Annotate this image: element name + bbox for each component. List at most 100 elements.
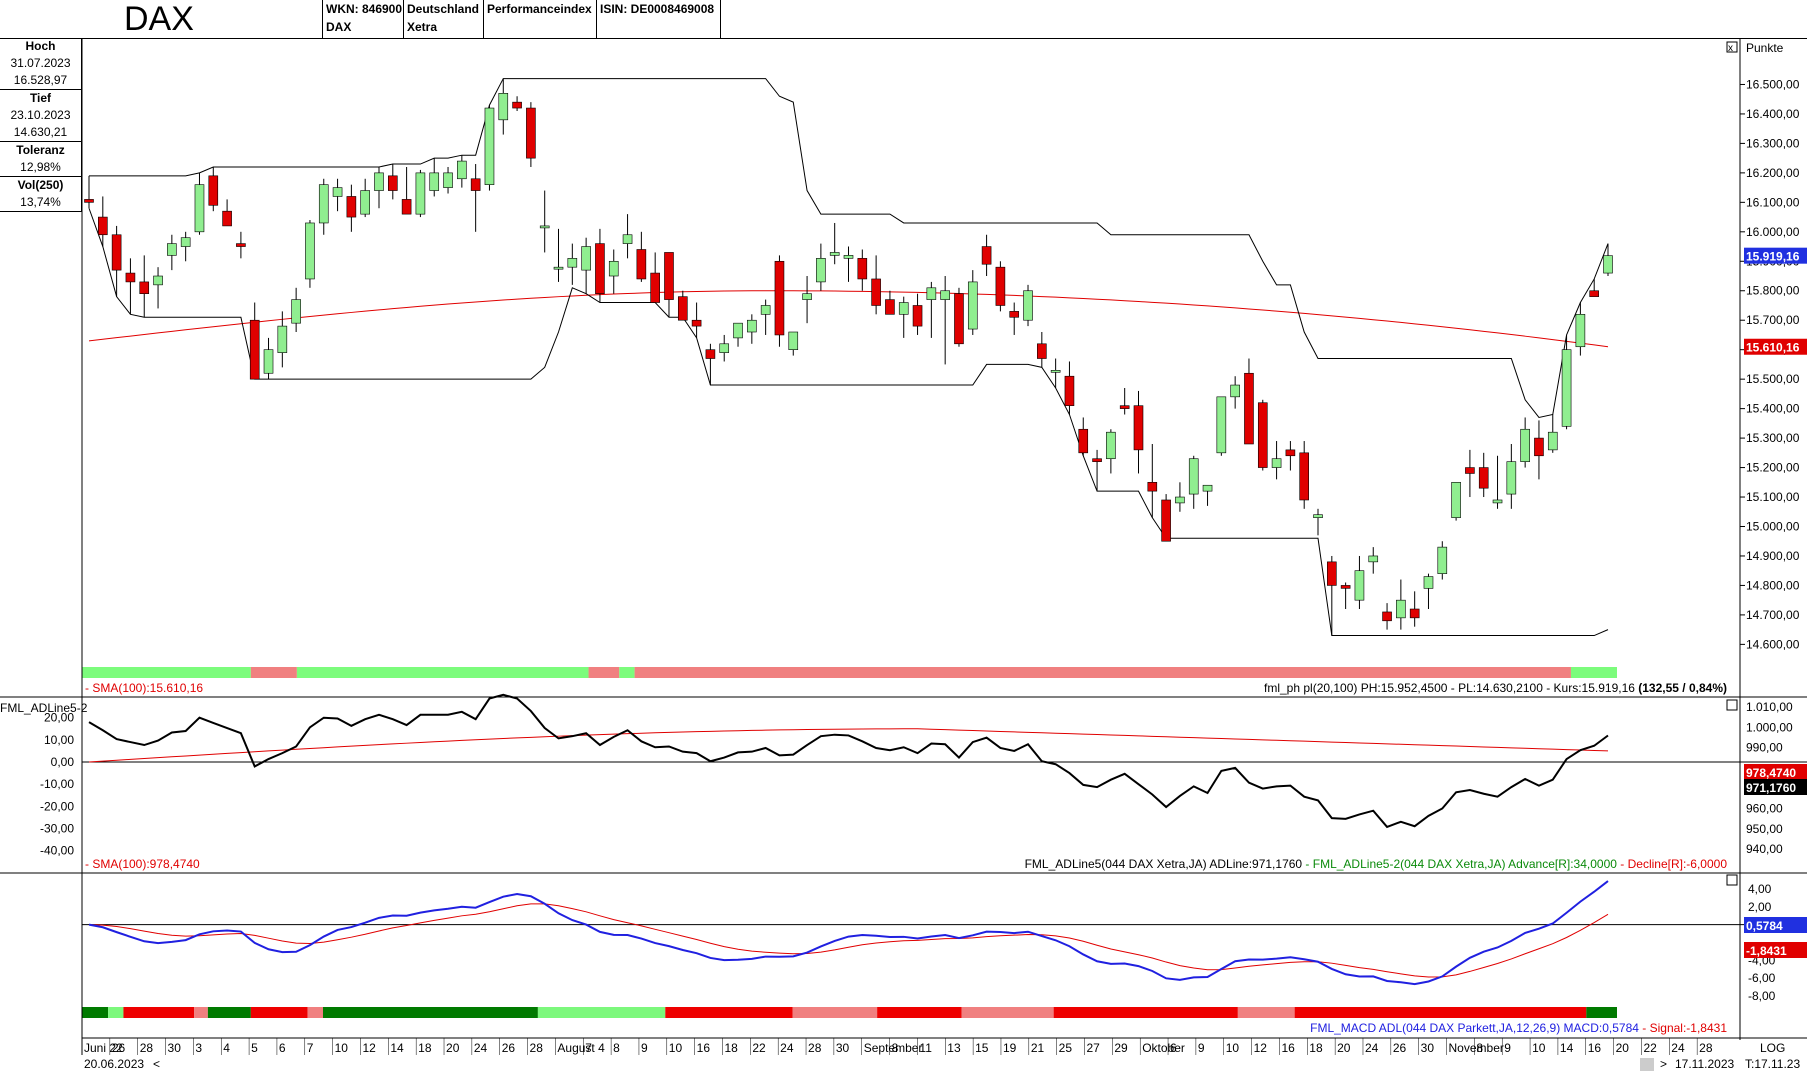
adline-right-tick: 940,00 [1746,842,1783,856]
candle-body [995,266,1006,306]
candle-body [167,243,177,256]
adline-left-tick: 0,00 [51,755,75,769]
y-tick-label: 16.300,00 [1746,136,1800,150]
header-cell-wkn: WKN: 846900 DAX [322,0,403,38]
y-tick-label: 15.800,00 [1746,284,1800,298]
candle-body [1230,384,1240,398]
candle [291,287,301,333]
stat-vol-label: Vol(250) [17,178,64,192]
x-tick-label: 26 [1393,1041,1407,1055]
candle-body [1161,499,1171,542]
x-tick-label: 7 [585,1041,592,1055]
x-tick-label: 21 [1031,1041,1045,1055]
candle [167,234,177,271]
price-info-change: (132,55 / 0,84%) [1638,681,1727,695]
x-tick-label: 22 [752,1041,766,1055]
candle-body [1313,514,1323,518]
candle-body [733,322,743,339]
candle [1106,429,1116,474]
candle [1423,573,1434,610]
macd-tick: 4,00 [1748,882,1772,896]
candle-body [429,172,440,191]
candle [1409,591,1420,627]
candle-body [1037,343,1047,359]
y-tick-label: 14.700,00 [1746,608,1800,622]
candle [1575,302,1586,356]
candle [760,299,771,335]
candle-body [1492,499,1503,504]
candle-body [1575,314,1586,348]
candle-body [457,160,467,180]
candle-body [443,172,453,188]
candle-body [898,302,909,315]
candle-body [1423,576,1434,589]
macd-band-segment [792,1007,878,1018]
macd-info: FML_MACD ADL(044 DAX Parkett,JA,12,26,9)… [1310,1021,1727,1035]
axis-title: Punkte [1746,41,1784,55]
x-tick-label: 16 [1588,1041,1602,1055]
macd-band-segment [123,1007,195,1018]
close-panel-icon: x [1728,43,1733,54]
trend-band-segment [250,667,297,678]
close-panel-icon [1726,874,1738,886]
macd-band-segment [322,1007,538,1018]
candle-body [194,184,205,233]
macd-badge-bg [1744,917,1807,933]
candle-body [318,184,329,224]
candle [277,311,288,368]
adline-value-badge-bg [1744,779,1807,795]
macd-info-part: FML_MACD ADL(044 DAX Parkett,JA,12,26,9)… [1310,1021,1639,1035]
x-tick-label: 18 [1309,1041,1323,1055]
candle [512,96,522,111]
adline-left-tick: -10,00 [40,777,74,791]
x-tick-label: 26 [502,1041,516,1055]
adline-right-tick: 960,00 [1746,802,1783,816]
candle-body [760,305,771,315]
candle-body [1327,561,1337,586]
x-tick-label: 25 [1059,1041,1073,1055]
sma-line [88,290,1609,348]
candle-body [484,107,495,185]
candle [1119,387,1130,415]
stat-low-value: 14.630,21 [13,125,68,139]
y-tick-label: 15.000,00 [1746,519,1800,533]
candle [1175,482,1185,512]
candle [1147,443,1158,518]
x-tick-label: 20 [1616,1041,1630,1055]
candle [153,267,163,309]
candle-body [705,349,716,359]
candle-body [843,255,854,259]
candle [222,199,232,227]
adline-sma-badge: 978,4740 [1746,766,1796,780]
candle-body [222,210,232,227]
candle-body [788,331,799,350]
macd-tick: 2,00 [1748,900,1772,914]
stat-high-value: 16.528,97 [13,73,68,87]
candle-body [622,234,633,244]
isin-label: ISIN: DE0008469008 [600,2,715,16]
candle [387,164,398,200]
candle-body [1396,599,1406,619]
candle [1437,541,1448,580]
macd-signal-badge-bg [1744,942,1807,958]
macd-badge: 0,5784 [1746,919,1783,933]
macd-band-segment [1053,1007,1238,1018]
x-tick-label: 28 [808,1041,822,1055]
candle-body [1561,349,1572,427]
macd-band-segment [108,1007,124,1018]
candle-body [360,190,370,215]
candle-body [291,299,301,324]
candle [180,231,191,262]
candle [816,243,826,291]
x-tick-label: 10 [335,1041,349,1055]
candle-body [650,272,660,303]
candle-body [1147,481,1158,492]
candle-body [595,243,605,294]
trend-band-segment [82,667,251,678]
adline-right-tick: 1.010,00 [1746,700,1793,714]
candle-body [1175,496,1185,504]
trend-band-segment [634,667,1571,678]
candle [526,102,536,167]
candle-body [498,93,509,121]
